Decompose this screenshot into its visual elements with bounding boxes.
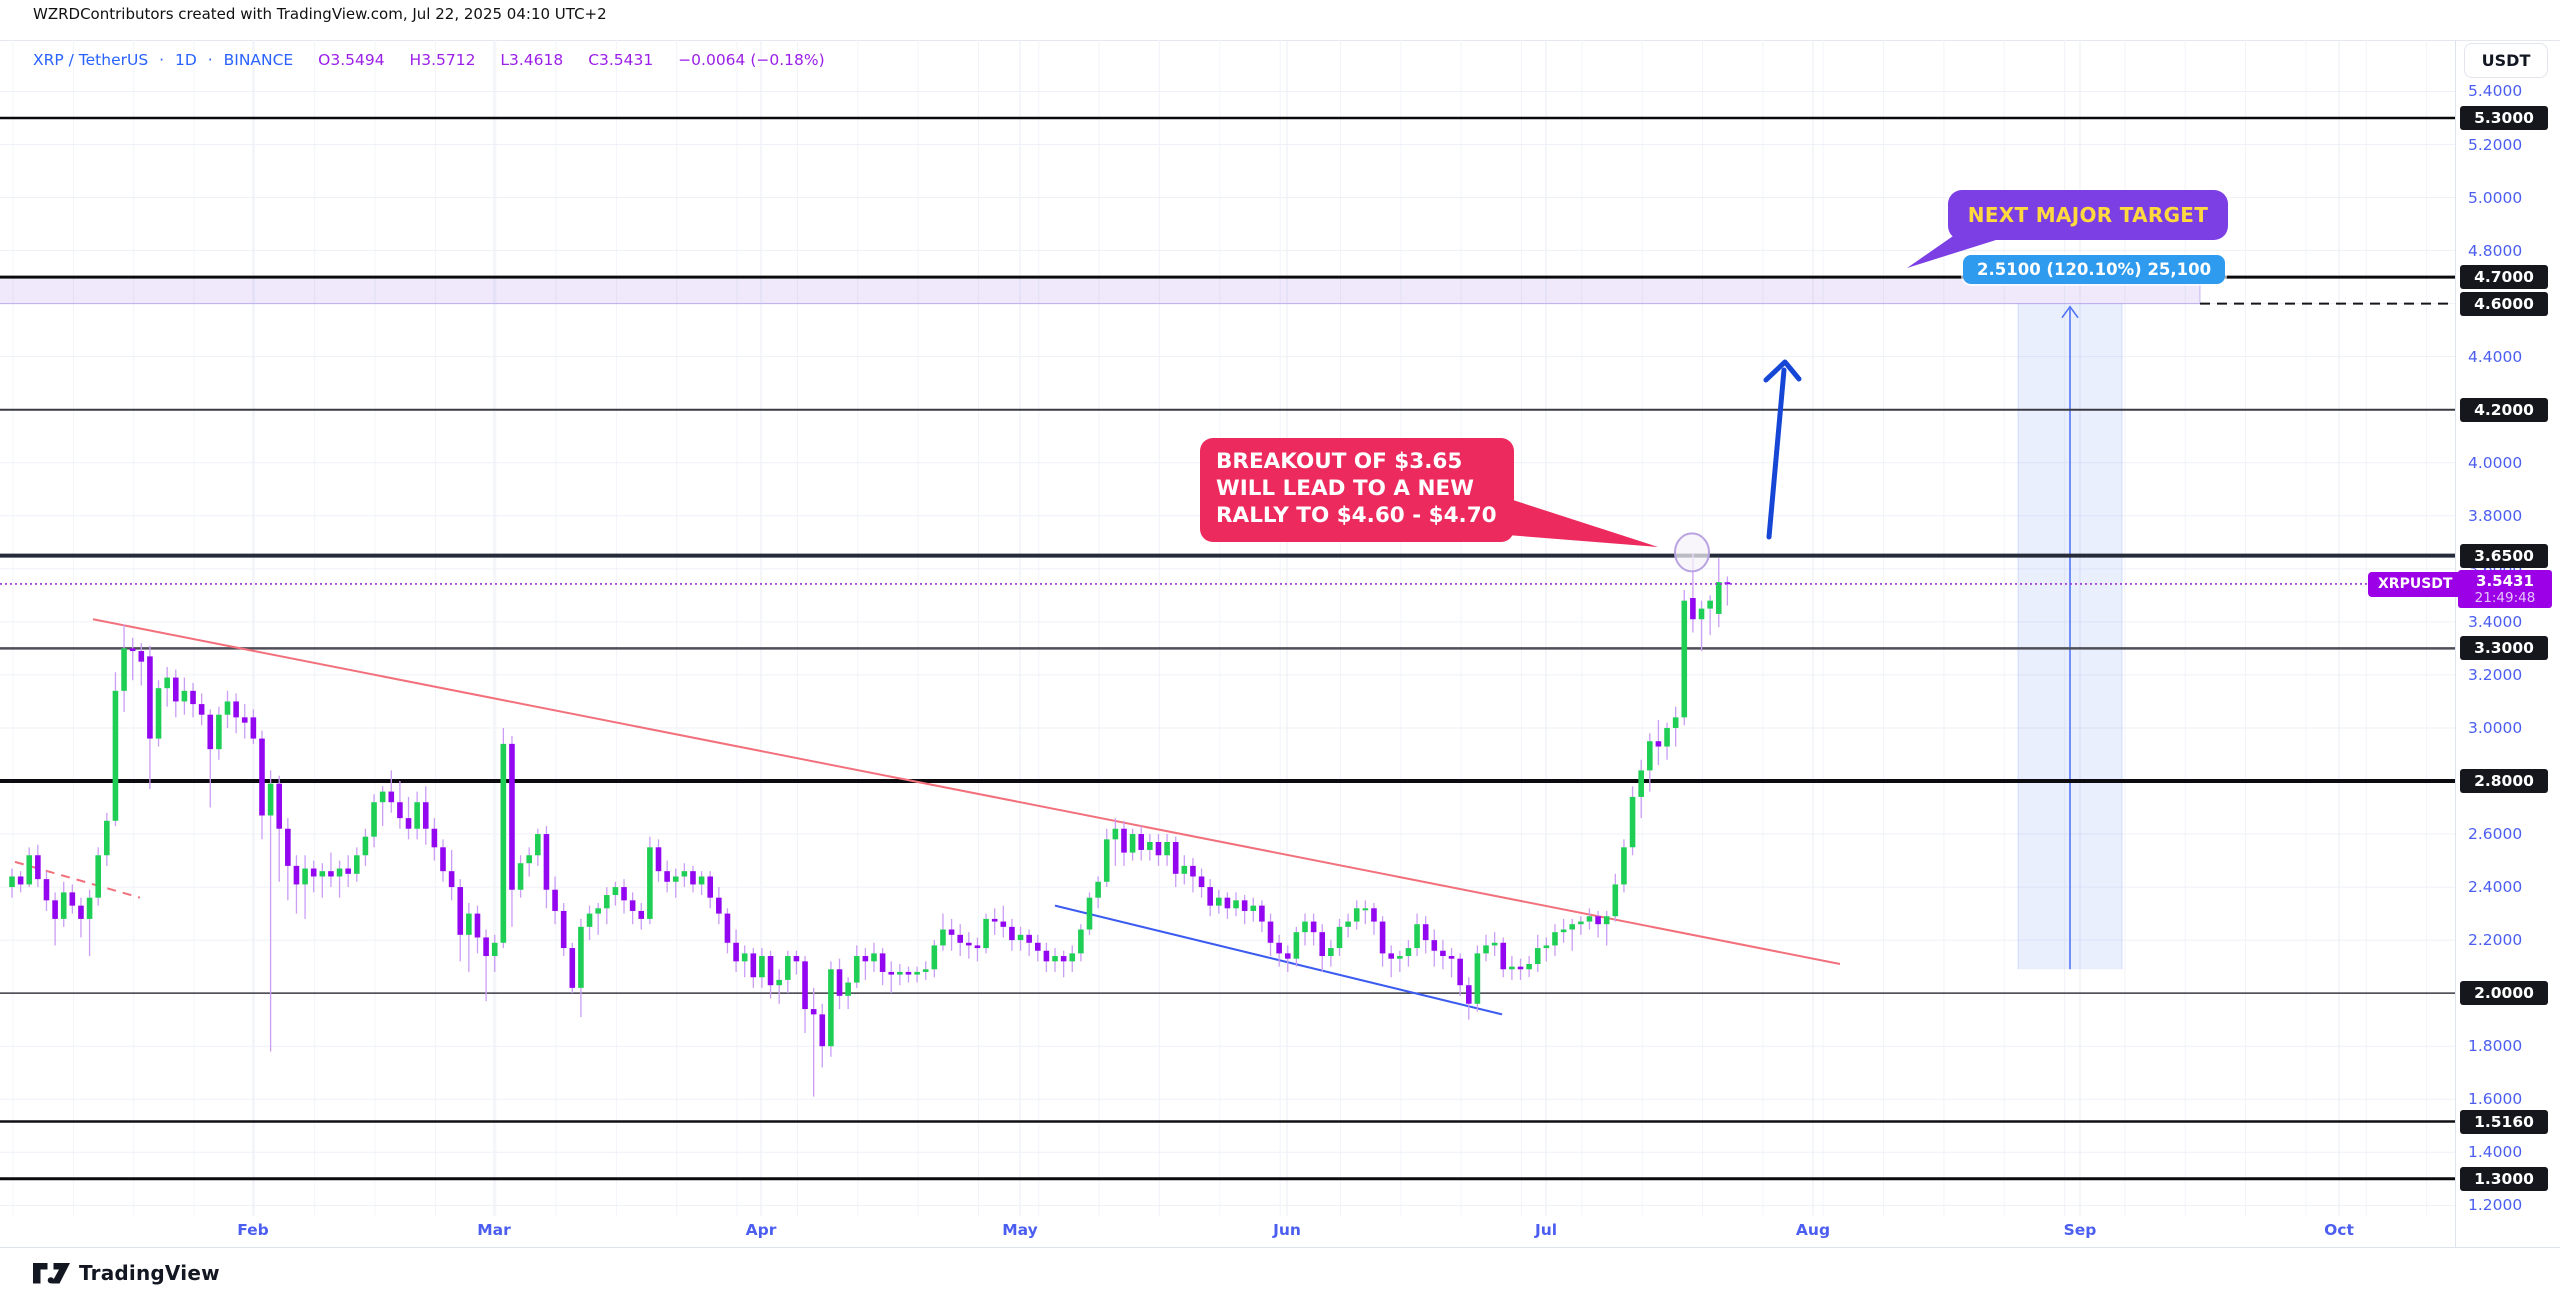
- price-tick-label: 1.8000: [2468, 1037, 2523, 1056]
- bar-countdown: 21:49:48: [2474, 589, 2536, 606]
- price-tick-label: 2.4000: [2468, 878, 2523, 897]
- month-label: Sep: [2063, 1221, 2097, 1239]
- chart-pane[interactable]: [0, 0, 2455, 1250]
- current-price-value: 3.5431: [2476, 571, 2534, 590]
- timeframe-label[interactable]: 1D: [175, 51, 197, 69]
- ohlc-close: C3.5431: [588, 51, 654, 69]
- price-tick-label: 3.0000: [2468, 718, 2523, 737]
- price-level-chip: 1.5160: [2460, 1109, 2548, 1134]
- time-axis[interactable]: Feb Mar Apr May Jun Jul Aug Sep Oct: [0, 1216, 2455, 1247]
- next-major-target-callout[interactable]: NEXT MAJOR TARGET: [1948, 190, 2228, 240]
- ohlc-change: −0.0064 (−0.18%): [678, 51, 825, 69]
- symbol-price-marker[interactable]: XRPUSDT: [2368, 572, 2463, 597]
- breakout-callout-line: RALLY TO $4.60 - $4.70: [1216, 502, 1497, 528]
- projection-range-band: [2017, 303, 2123, 970]
- price-tick-label: 1.2000: [2468, 1196, 2523, 1215]
- price-tick-label: 1.6000: [2468, 1090, 2523, 1109]
- up-arrow-drawing[interactable]: [1763, 359, 1802, 540]
- month-label: Oct: [2324, 1221, 2354, 1239]
- price-tick-label: 4.8000: [2468, 241, 2523, 260]
- price-level-chip: 4.6000: [2460, 291, 2548, 316]
- month-label: Aug: [1795, 1221, 1831, 1239]
- ohlc-low: L3.4618: [500, 51, 564, 69]
- month-label: Apr: [745, 1221, 777, 1239]
- breakout-callout-line: BREAKOUT OF $3.65: [1216, 449, 1463, 474]
- tradingview-logo-icon: [33, 1262, 70, 1283]
- price-level-chip: 2.8000: [2460, 769, 2548, 793]
- price-level-chip: 4.2000: [2460, 397, 2548, 422]
- target-zone-band: [0, 277, 2201, 305]
- price-tick-label: 3.4000: [2468, 612, 2523, 631]
- price-tick-label: 5.4000: [2468, 82, 2523, 101]
- price-tick-label: 1.4000: [2468, 1143, 2523, 1162]
- symbol-name[interactable]: XRP / TetherUS: [33, 51, 149, 69]
- breakout-callout-line: WILL LEAD TO A NEW: [1216, 475, 1474, 501]
- candles-layer: [9, 552, 1731, 1097]
- chart-bottom-border: [0, 1247, 2560, 1248]
- breakout-highlight-circle[interactable]: [1674, 532, 1710, 573]
- price-level-chip: 2.0000: [2460, 981, 2548, 1006]
- tradingview-logo[interactable]: TradingView: [33, 1261, 220, 1285]
- price-tick-label: 2.6000: [2468, 825, 2523, 844]
- month-label: May: [1002, 1221, 1038, 1239]
- currency-toggle-button[interactable]: USDT: [2464, 43, 2548, 78]
- price-level-chip: 4.7000: [2460, 265, 2548, 290]
- price-range-measurement-label[interactable]: 2.5100 (120.10%) 25,100: [1963, 255, 2226, 284]
- price-level-chip: 3.6500: [2460, 543, 2548, 568]
- tradingview-logo-text: TradingView: [79, 1261, 220, 1285]
- breakout-callout[interactable]: BREAKOUT OF $3.65 WILL LEAD TO A NEW RAL…: [1200, 438, 1514, 542]
- symbol-legend: XRP / TetherUS · 1D · BINANCE O3.5494 H3…: [33, 51, 831, 69]
- legend-separator: ·: [207, 51, 213, 69]
- month-label: Jun: [1273, 1221, 1301, 1239]
- price-tick-label: 3.2000: [2468, 665, 2523, 684]
- ohlc-open: O3.5494: [318, 51, 385, 69]
- current-price-chip: 3.5431 21:49:48: [2458, 569, 2552, 608]
- axis-separator: [2455, 40, 2456, 1247]
- price-level-chip: 5.3000: [2460, 106, 2548, 130]
- price-tick-label: 2.2000: [2468, 931, 2523, 950]
- attribution-title: WZRDContributors created with TradingVie…: [33, 5, 607, 23]
- price-tick-label: 5.2000: [2468, 135, 2523, 154]
- price-tick-label: 3.8000: [2468, 506, 2523, 525]
- ohlc-high: H3.5712: [409, 51, 476, 69]
- trendlines: [14, 618, 1841, 1016]
- exchange-label[interactable]: BINANCE: [223, 51, 294, 69]
- price-level-chip: 3.3000: [2460, 636, 2548, 661]
- price-axis[interactable]: USDT 5.4000 5.2000 5.0000 4.8000 4.4000 4.000…: [2456, 40, 2560, 1247]
- month-label: Mar: [477, 1221, 511, 1239]
- price-tick-label: 5.0000: [2468, 188, 2523, 207]
- price-tick-label: 4.4000: [2468, 347, 2523, 366]
- callout-tails: [1482, 234, 1996, 547]
- month-label: Jul: [1534, 1221, 1558, 1239]
- legend-separator: ·: [159, 51, 165, 69]
- price-tick-label: 4.0000: [2468, 453, 2523, 472]
- price-level-chip: 1.3000: [2460, 1166, 2548, 1191]
- month-label: Feb: [237, 1221, 269, 1239]
